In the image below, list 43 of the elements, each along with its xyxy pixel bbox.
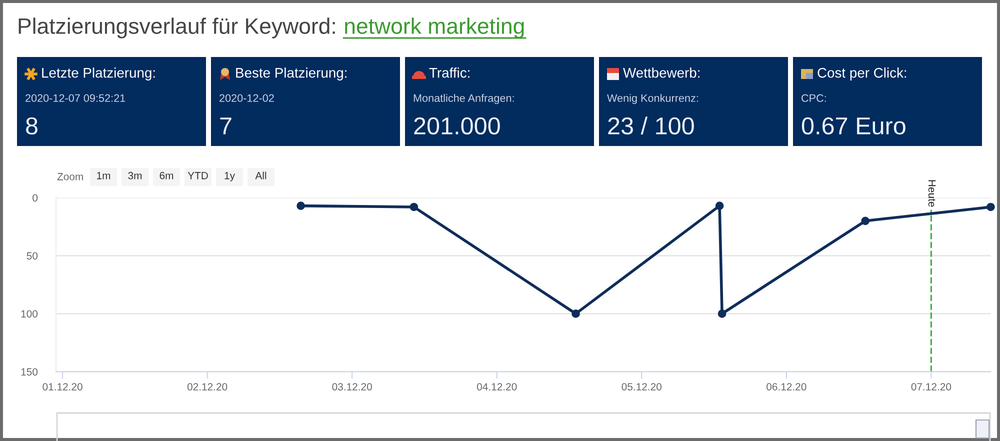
text: network marketing: [345, 18, 524, 38]
text: 2020-12-02: [220, 94, 274, 102]
text: 201.000: [414, 117, 500, 135]
text: YTD: [188, 172, 208, 180]
text: 2020-12-07 09:52:21: [26, 94, 126, 102]
text: 0.67 Euro: [802, 117, 906, 135]
text: All: [255, 172, 266, 180]
y-tick-label: 50: [26, 252, 38, 260]
x-tick-label: 04.12.20: [476, 383, 517, 390]
text: Cost per Click:: [818, 68, 906, 80]
text: 3m: [128, 172, 142, 180]
text: Traffic:: [429, 68, 470, 78]
text: 23 / 100: [608, 116, 694, 135]
x-tick-label: 05.12.20: [622, 383, 662, 390]
x-tick-label: 07.12.20: [911, 383, 952, 390]
point: [296, 202, 305, 210]
text: 8: [26, 117, 38, 135]
point: [861, 216, 870, 226]
y-tick-label: 150: [21, 368, 38, 376]
x-tick-label: 01.12.20: [42, 383, 82, 390]
text: Platzierungsverlauf für Keyword:: [18, 18, 335, 38]
text: 6m: [160, 172, 174, 180]
point: [715, 202, 724, 210]
text: Beste Platzierung:: [236, 68, 346, 80]
y-tick-label: 100: [21, 310, 38, 318]
x-tick-label: 03.12.20: [332, 383, 372, 390]
text: Letzte Platzierung:: [42, 68, 155, 80]
text: 1m: [97, 172, 110, 180]
text: Monatliche Anfragen:: [414, 94, 514, 104]
text: 7: [220, 118, 232, 134]
ref-line-label: Heute: [928, 180, 936, 207]
text: Wenig Konkurrenz:: [607, 94, 698, 104]
point: [718, 310, 726, 318]
point: [572, 310, 580, 318]
point: [410, 202, 418, 212]
text: Zoom: [57, 173, 83, 180]
text: CPC:: [802, 94, 826, 102]
y-tick-label: 0: [32, 194, 38, 202]
x-tick-label: 02.12.20: [187, 383, 228, 390]
text: Wettbewerb:: [623, 68, 700, 78]
point: [986, 202, 995, 212]
x-tick-label: 06.12.20: [766, 383, 806, 390]
text: 1y: [224, 172, 235, 182]
